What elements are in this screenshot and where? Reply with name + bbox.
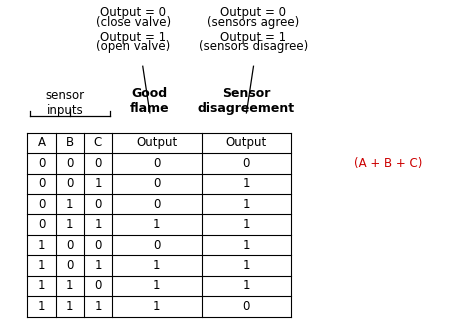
- Text: Sensor
disagreement: Sensor disagreement: [198, 87, 295, 115]
- Text: 1: 1: [66, 279, 73, 292]
- Text: (close valve): (close valve): [96, 16, 171, 29]
- Text: 1: 1: [153, 300, 161, 313]
- Text: (open valve): (open valve): [96, 40, 171, 53]
- Text: 1: 1: [66, 198, 73, 211]
- Text: C: C: [94, 136, 102, 149]
- Text: 1: 1: [66, 300, 73, 313]
- Text: 0: 0: [66, 238, 73, 251]
- Text: 0: 0: [94, 238, 102, 251]
- Text: 1: 1: [243, 218, 250, 231]
- Text: (sensors disagree): (sensors disagree): [199, 40, 308, 53]
- Text: 1: 1: [243, 259, 250, 272]
- Text: A: A: [37, 136, 46, 149]
- Text: 0: 0: [66, 177, 73, 190]
- Text: 1: 1: [66, 218, 73, 231]
- Text: 0: 0: [66, 157, 73, 170]
- Text: Output = 0: Output = 0: [220, 6, 286, 19]
- Text: 1: 1: [38, 300, 45, 313]
- Text: 1: 1: [38, 259, 45, 272]
- Text: Output = 0: Output = 0: [100, 6, 166, 19]
- Text: 1: 1: [243, 198, 250, 211]
- Text: 1: 1: [38, 279, 45, 292]
- Text: 0: 0: [153, 198, 161, 211]
- Text: 1: 1: [153, 259, 161, 272]
- Text: 0: 0: [153, 238, 161, 251]
- Text: 0: 0: [38, 157, 45, 170]
- Text: 0: 0: [38, 177, 45, 190]
- Text: 0: 0: [153, 177, 161, 190]
- Text: (A + B + C): (A + B + C): [354, 157, 422, 170]
- Text: 0: 0: [94, 279, 102, 292]
- Text: 0: 0: [243, 157, 250, 170]
- Text: 0: 0: [38, 198, 45, 211]
- Text: (sensors agree): (sensors agree): [207, 16, 300, 29]
- Text: 1: 1: [94, 177, 102, 190]
- Text: Output: Output: [136, 136, 178, 149]
- Text: 1: 1: [94, 259, 102, 272]
- Text: 1: 1: [153, 279, 161, 292]
- Text: Output = 1: Output = 1: [220, 30, 287, 43]
- Text: 0: 0: [38, 218, 45, 231]
- Text: 0: 0: [94, 198, 102, 211]
- Text: 1: 1: [243, 279, 250, 292]
- Text: B: B: [66, 136, 74, 149]
- Text: Output = 1: Output = 1: [100, 30, 166, 43]
- Text: 1: 1: [153, 218, 161, 231]
- Text: 1: 1: [38, 238, 45, 251]
- Text: 1: 1: [94, 218, 102, 231]
- Text: 0: 0: [153, 157, 161, 170]
- Text: 1: 1: [243, 177, 250, 190]
- Text: Output: Output: [226, 136, 267, 149]
- Text: 0: 0: [94, 157, 102, 170]
- Text: 1: 1: [94, 300, 102, 313]
- Text: Good
flame: Good flame: [130, 87, 170, 115]
- Text: sensor
inputs: sensor inputs: [46, 89, 84, 117]
- Text: 1: 1: [243, 238, 250, 251]
- Text: 0: 0: [66, 259, 73, 272]
- Text: 0: 0: [243, 300, 250, 313]
